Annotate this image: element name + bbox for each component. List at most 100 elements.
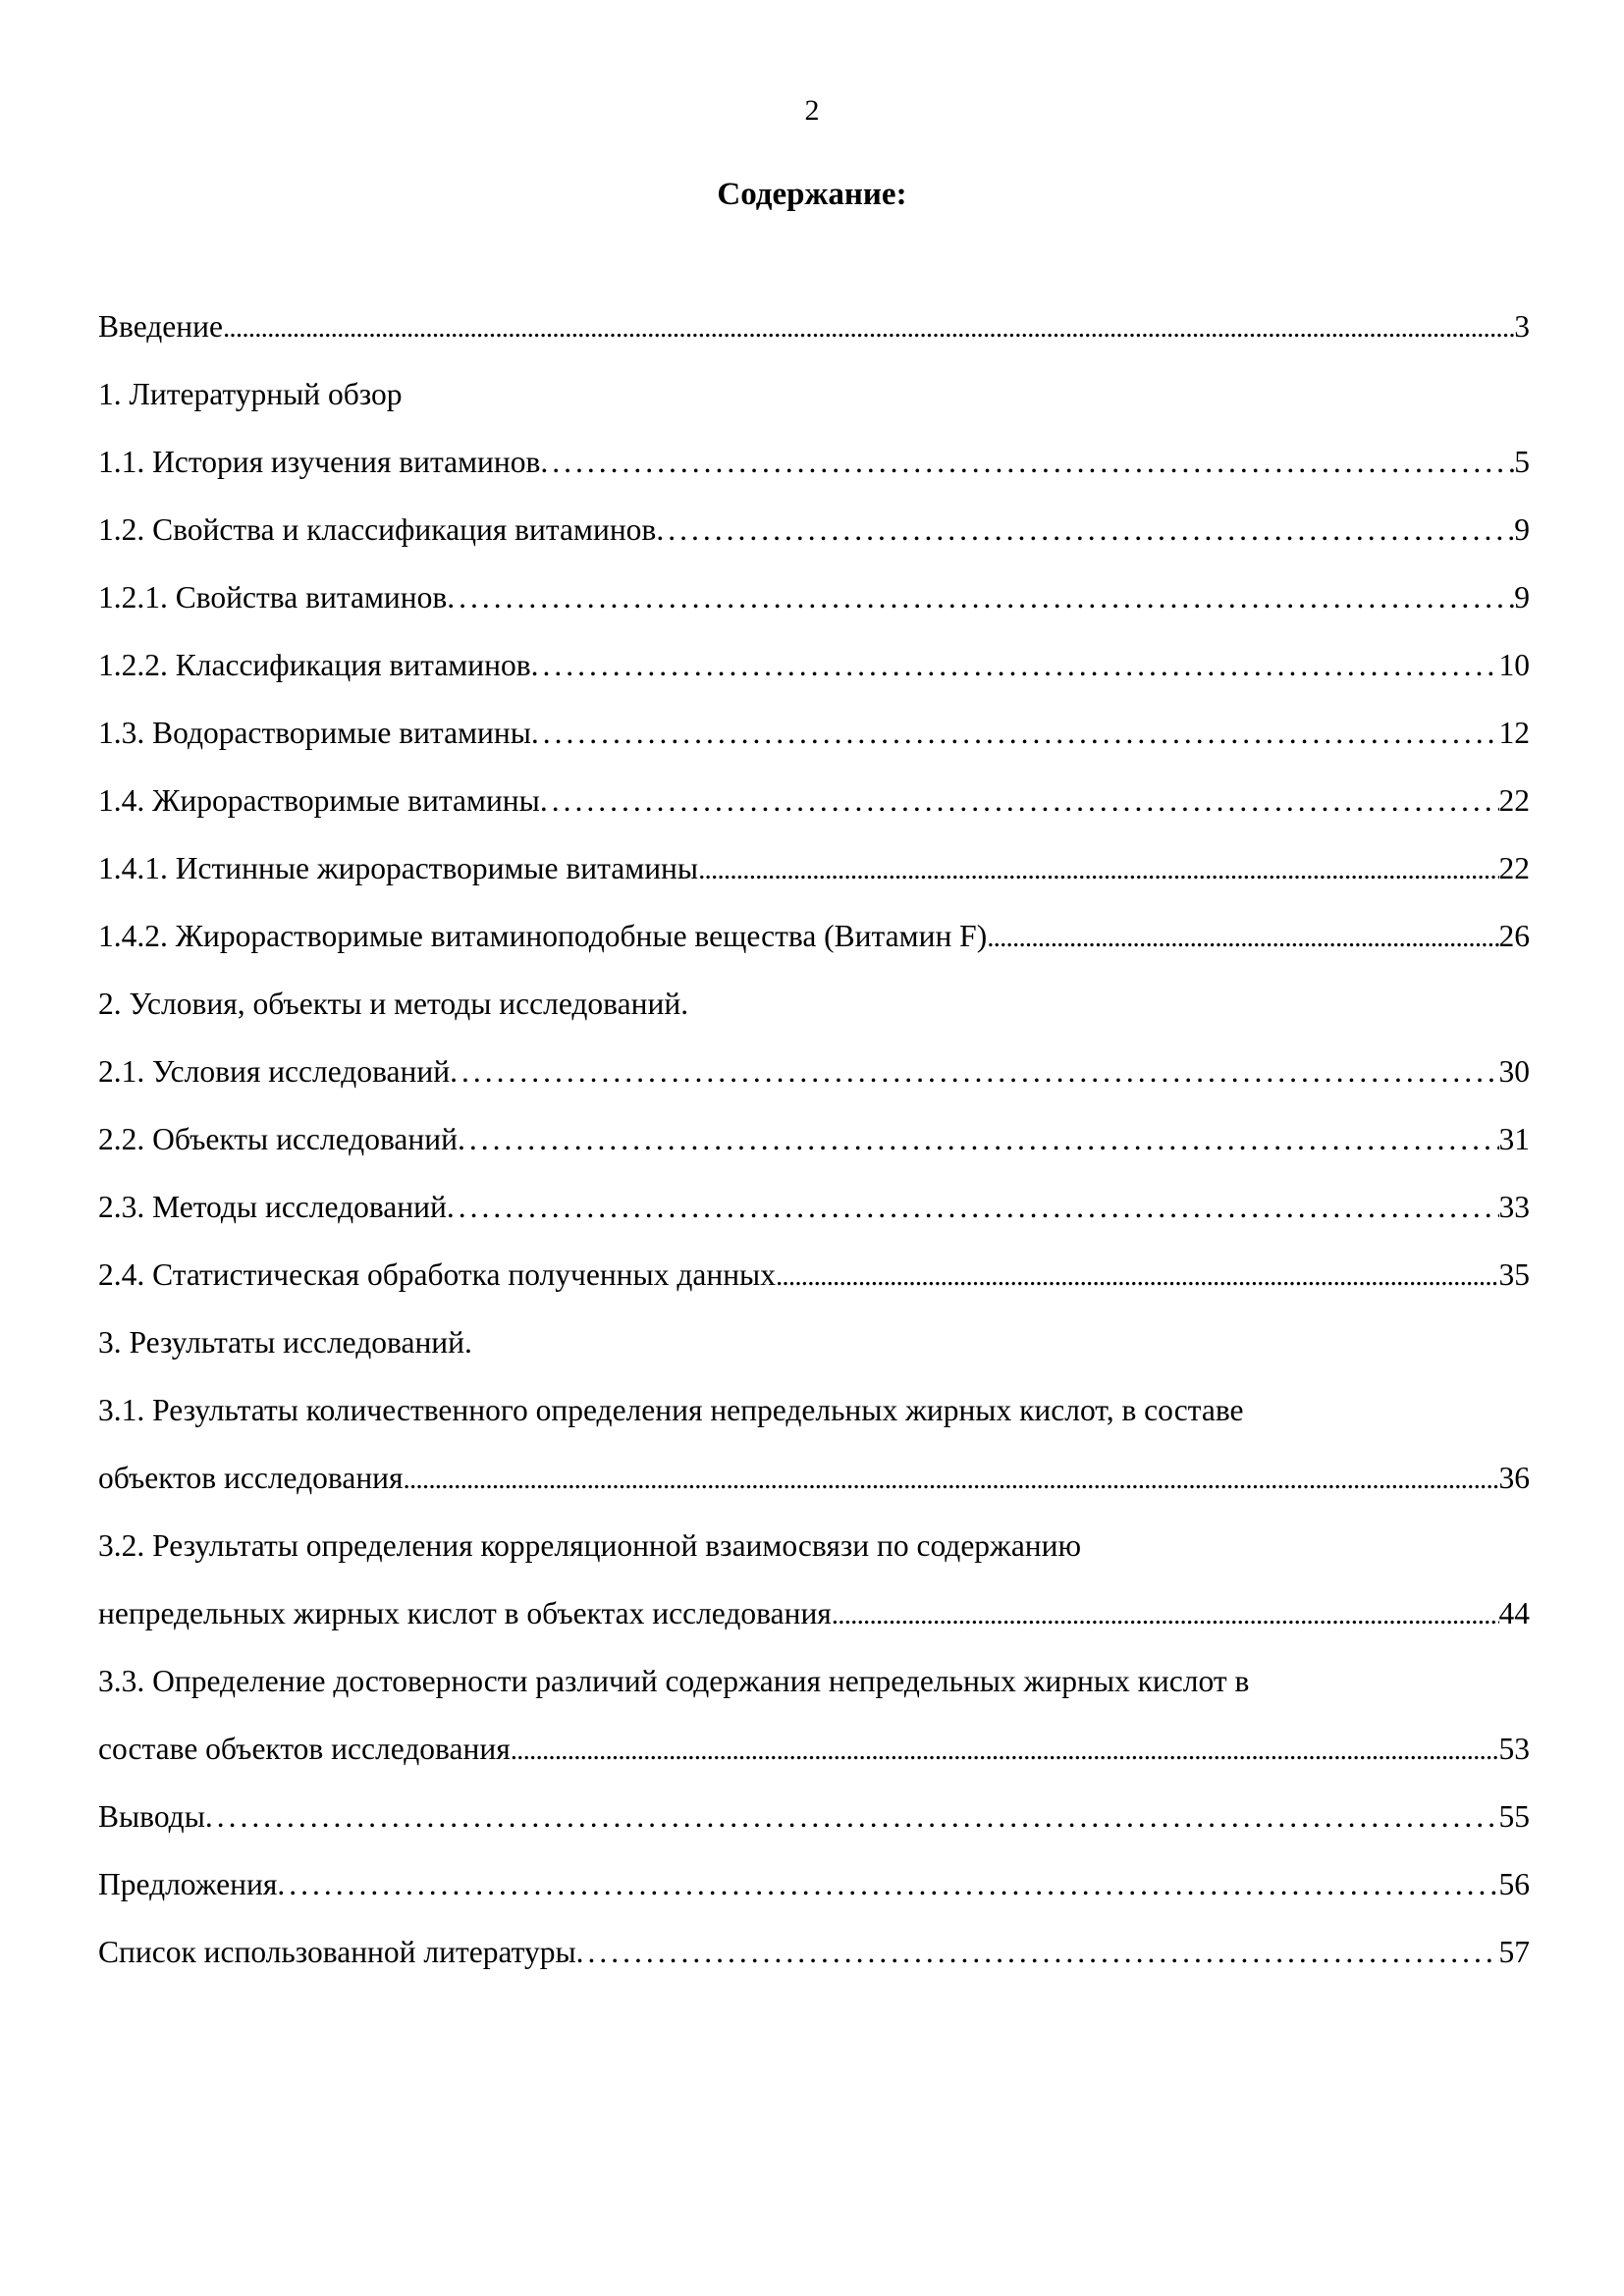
toc-entry[interactable]: 3. Результаты исследований. <box>98 1308 1530 1376</box>
toc-entry-label: 1.4.1. Истинные жирорастворимые витамины <box>98 851 699 885</box>
toc-entry-page-number: 56 <box>1498 1867 1531 1901</box>
toc-entry-label: 2.4. Статистическая обработка полученных… <box>98 1257 776 1292</box>
toc-dot-leader: ........................................… <box>698 854 1498 885</box>
toc-entry-row: Предложения.............................… <box>98 1850 1530 1918</box>
toc-entry-label: 3.1. Результаты количественного определе… <box>98 1393 1244 1427</box>
toc-entry[interactable]: 2.3. Методы исследований................… <box>98 1173 1530 1241</box>
toc-entry-row: 1.4. Жирорастворимые витамины...........… <box>98 767 1530 834</box>
toc-entry-label: 2.2. Объекты исследований <box>98 1122 458 1156</box>
toc-dot-leader: ........................................… <box>775 1260 1499 1292</box>
toc-dot-leader: ........................................… <box>656 512 1514 547</box>
toc-dot-leader: ........................................… <box>277 1867 1499 1901</box>
toc-dot-leader: ........................................… <box>222 312 1515 344</box>
toc-entry[interactable]: 2.2. Объекты исследований...............… <box>98 1105 1530 1173</box>
toc-entry[interactable]: непредельных жирных кислот в объектах ис… <box>98 1579 1530 1647</box>
toc-entry-label: 1.2.1. Свойства витаминов <box>98 580 448 614</box>
toc-dot-leader: ........................................… <box>450 1054 1499 1089</box>
toc-dot-leader: ........................................… <box>457 1122 1499 1156</box>
toc-entry-page-number: 53 <box>1498 1732 1531 1766</box>
toc-entry-page-number: 22 <box>1498 783 1531 818</box>
toc-entry[interactable]: 1.3. Водорастворимые витамины...........… <box>98 699 1530 767</box>
toc-dot-leader: ........................................… <box>987 922 1499 953</box>
toc-entry-row: 2.1. Условия исследований...............… <box>98 1038 1530 1105</box>
toc-entry-label: 3.3. Определение достоверности различий … <box>98 1664 1250 1698</box>
toc-entry-label: 1.4.2. Жирорастворимые витаминоподобные … <box>98 919 988 953</box>
toc-dot-leader: ........................................… <box>575 1935 1499 1969</box>
toc-entry[interactable]: 3.3. Определение достоверности различий … <box>98 1647 1530 1715</box>
toc-entry[interactable]: 2. Условия, объекты и методы исследовани… <box>98 970 1530 1038</box>
toc-entry-label: 1.3. Водорастворимые витамины <box>98 716 531 750</box>
toc-entry-label: 3.2. Результаты определения корреляционн… <box>98 1528 1082 1563</box>
toc-entry-label: 1. Литературный обзор <box>98 377 403 411</box>
toc-entry[interactable]: 1. Литературный обзор <box>98 360 1530 428</box>
toc-dot-leader: ........................................… <box>510 1735 1499 1766</box>
toc-entry-row: 1.2.1. Свойства витаминов...............… <box>98 563 1530 631</box>
toc-entry-page-number: 26 <box>1498 919 1531 953</box>
toc-entry-label: объектов исследования <box>98 1461 404 1495</box>
toc-entry-page-number: 12 <box>1498 716 1531 750</box>
toc-entry-label: 1.2.2. Классификация витаминов <box>98 648 531 682</box>
toc-entry-page-number: 30 <box>1498 1054 1531 1089</box>
toc-entry-row: 1.3. Водорастворимые витамины...........… <box>98 699 1530 767</box>
toc-dot-leader: ........................................… <box>530 648 1499 682</box>
toc-entry-row: Выводы..................................… <box>98 1783 1530 1850</box>
toc-entry-page-number: 9 <box>1514 580 1530 614</box>
toc-entry-row: 1.4.1. Истинные жирорастворимые витамины… <box>98 834 1530 902</box>
toc-entry-label: 1.4. Жирорастворимые витамины <box>98 783 540 818</box>
toc-entry-row: объектов исследования...................… <box>98 1444 1530 1512</box>
toc-entry-row: 2.4. Статистическая обработка полученных… <box>98 1241 1530 1308</box>
toc-entry[interactable]: 1.4. Жирорастворимые витамины...........… <box>98 767 1530 834</box>
toc-entry-row: 1.4.2. Жирорастворимые витаминоподобные … <box>98 902 1530 970</box>
toc-entry-row: 2.3. Методы исследований................… <box>98 1173 1530 1241</box>
toc-entry-row: 1.1. История изучения витаминов.........… <box>98 428 1530 496</box>
toc-entry-label: составе объектов исследования <box>98 1732 511 1766</box>
toc-entry-page-number: 10 <box>1498 648 1531 682</box>
toc-entry-page-number: 31 <box>1498 1122 1531 1156</box>
toc-entry[interactable]: 1.2.2. Классификация витаминов..........… <box>98 631 1530 699</box>
toc-entry-page-number: 57 <box>1498 1935 1531 1969</box>
toc-entry[interactable]: Выводы..................................… <box>98 1783 1530 1850</box>
toc-entry-page-number: 55 <box>1498 1799 1531 1834</box>
toc-entry[interactable]: 1.4.1. Истинные жирорастворимые витамины… <box>98 834 1530 902</box>
toc-entry-label: 2.1. Условия исследований <box>98 1054 451 1089</box>
toc-entry-row: Список использованной литературы........… <box>98 1918 1530 1986</box>
toc-entry-label: Предложения <box>98 1867 278 1901</box>
toc-entry[interactable]: 1.1. История изучения витаминов.........… <box>98 428 1530 496</box>
toc-entry-row: составе объектов исследования...........… <box>98 1715 1530 1783</box>
toc-dot-leader: ........................................… <box>831 1599 1499 1630</box>
toc-entry-page-number: 35 <box>1498 1257 1531 1292</box>
toc-entry-page-number: 22 <box>1498 851 1531 885</box>
toc-entry[interactable]: 1.2. Свойства и классификация витаминов.… <box>98 496 1530 563</box>
toc-entry[interactable]: Введение................................… <box>98 293 1530 360</box>
toc-entry[interactable]: 1.2.1. Свойства витаминов...............… <box>98 563 1530 631</box>
toc-entry-label: 1.1. История изучения витаминов <box>98 445 541 479</box>
toc-dot-leader: ........................................… <box>530 716 1499 750</box>
toc-entry[interactable]: Список использованной литературы........… <box>98 1918 1530 1986</box>
toc-dot-leader: ........................................… <box>540 445 1514 479</box>
toc-entry[interactable]: Предложения.............................… <box>98 1850 1530 1918</box>
toc-entry[interactable]: 2.4. Статистическая обработка полученных… <box>98 1241 1530 1308</box>
toc-entry-row: 2.2. Объекты исследований...............… <box>98 1105 1530 1173</box>
toc-entry-page-number: 36 <box>1498 1461 1531 1495</box>
toc-entry[interactable]: 3.2. Результаты определения корреляционн… <box>98 1512 1530 1579</box>
toc-entry[interactable]: 3.1. Результаты количественного определе… <box>98 1376 1530 1444</box>
toc-dot-leader: ........................................… <box>204 1799 1499 1834</box>
page-title: Содержание: <box>717 177 907 212</box>
toc-entry-label: Выводы <box>98 1799 205 1834</box>
toc-entry[interactable]: 1.4.2. Жирорастворимые витаминоподобные … <box>98 902 1530 970</box>
toc-entry[interactable]: составе объектов исследования...........… <box>98 1715 1530 1783</box>
toc-entry-label: 3. Результаты исследований. <box>98 1325 472 1360</box>
toc-entry-row: Введение................................… <box>98 293 1530 360</box>
toc-dot-leader: ........................................… <box>446 1190 1499 1224</box>
toc-entry-label: 2.3. Методы исследований <box>98 1190 447 1224</box>
toc-entry-page-number: 44 <box>1498 1596 1531 1630</box>
toc-entry-label: непредельных жирных кислот в объектах ис… <box>98 1596 832 1630</box>
toc-entry[interactable]: 2.1. Условия исследований...............… <box>98 1038 1530 1105</box>
toc-entry-page-number: 33 <box>1498 1190 1531 1224</box>
toc-entry-row: 1.2. Свойства и классификация витаминов.… <box>98 496 1530 563</box>
toc-entry[interactable]: объектов исследования...................… <box>98 1444 1530 1512</box>
toc-entry-label: Список использованной литературы <box>98 1935 576 1969</box>
page-number: 2 <box>804 94 820 127</box>
toc-entry-row: 1.2.2. Классификация витаминов..........… <box>98 631 1530 699</box>
